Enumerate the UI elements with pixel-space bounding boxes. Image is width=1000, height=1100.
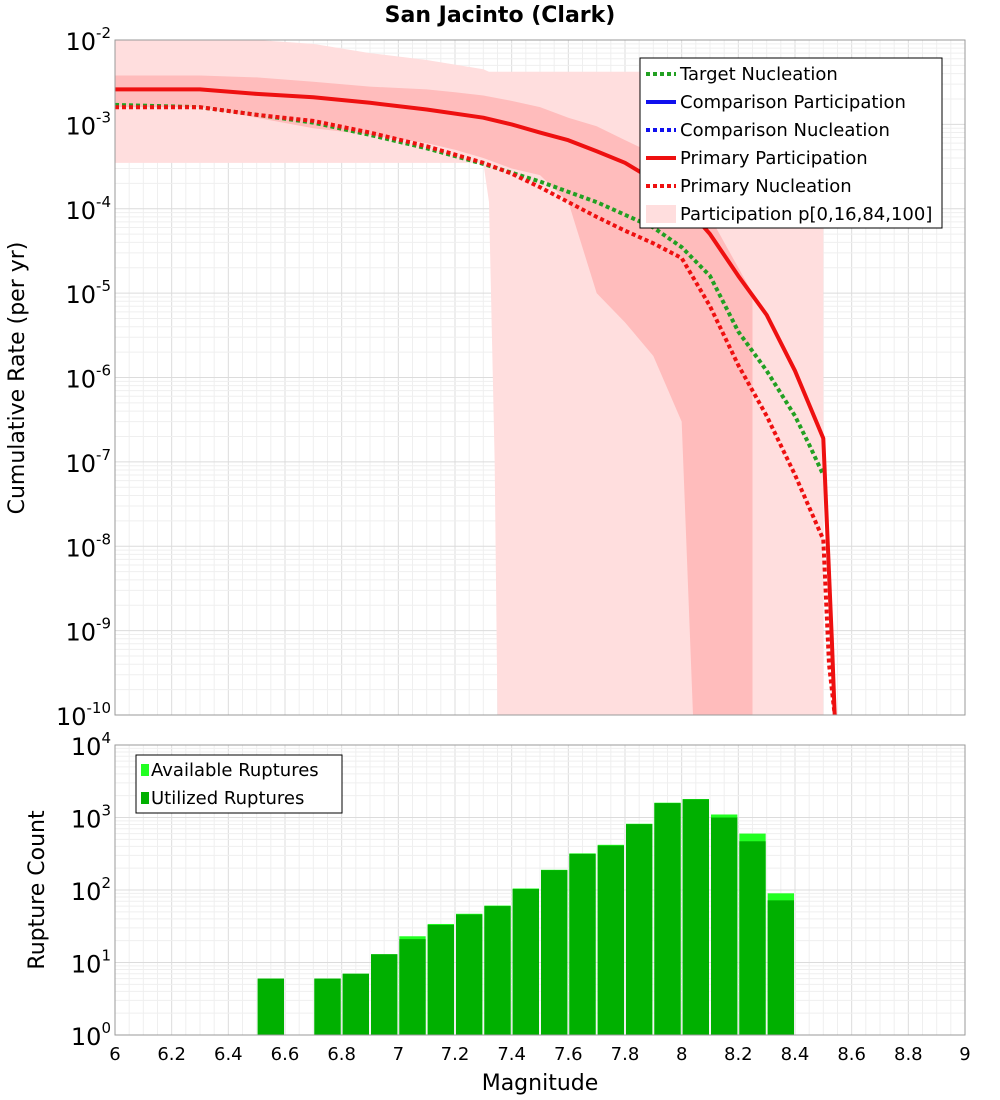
bar-utilized	[371, 954, 398, 1035]
legend-label: Target Nucleation	[679, 64, 838, 85]
chart-title: San Jacinto (Clark)	[385, 3, 616, 28]
y-tick-label: 10-5	[65, 277, 111, 309]
count-x-ticks: 6 6.2 6.4 6.6 6.8 7 7.2 7.4 7.6 7.8 8 8.2 8.4 8.6 8.8 9	[109, 1044, 970, 1065]
x-tick-label: 8	[676, 1044, 687, 1065]
y-tick-label: 10-4	[65, 193, 111, 225]
legend-swatch-bar	[141, 764, 149, 776]
series-line-primary-nucleation	[115, 105, 837, 716]
count-plot-frame	[114, 744, 966, 1036]
bar-utilized	[257, 978, 284, 1035]
series-line-target-nucleation	[114, 102, 826, 476]
rate-y-axis-label: Cumulative Rate (per yr)	[5, 242, 30, 515]
y-tick-label: 10-10	[56, 699, 111, 731]
y-tick-label: 10-8	[65, 530, 111, 562]
bar-utilized	[739, 841, 766, 1035]
rate-lines	[114, 87, 837, 716]
legend-label: Available Ruptures	[151, 760, 319, 781]
bar-utilized	[597, 845, 624, 1035]
bar-utilized	[711, 817, 738, 1035]
count-legend-box	[135, 754, 343, 814]
legend-label: Comparison Participation	[680, 92, 906, 113]
y-tick-label: 100	[71, 1019, 111, 1051]
x-tick-label: 9	[959, 1044, 970, 1065]
rate-legend: Target Nucleation Comparison Participatio…	[639, 57, 943, 229]
bar-utilized	[484, 906, 511, 1035]
bar-utilized	[399, 939, 426, 1035]
bar-utilized	[654, 803, 681, 1035]
y-tick-label: 104	[71, 729, 111, 761]
x-tick-label: 6.8	[327, 1044, 356, 1065]
bar-utilized	[541, 870, 568, 1035]
x-tick-label: 8.8	[894, 1044, 923, 1065]
x-tick-label: 6	[109, 1044, 120, 1065]
count-y-ticks: 104 103 102 101 100	[71, 729, 111, 1051]
legend-label: Comparison Nucleation	[680, 120, 890, 141]
count-legend: Available Ruptures Utilized Ruptures	[135, 754, 343, 814]
y-tick-label: 10-6	[65, 362, 111, 394]
series-line-primary-participation	[115, 87, 837, 716]
x-tick-label: 6.2	[157, 1044, 186, 1065]
legend-label: Participation p[0,16,84,100]	[680, 204, 932, 225]
bar-utilized	[569, 853, 596, 1035]
x-tick-label: 8.4	[781, 1044, 810, 1065]
bar-utilized	[342, 973, 369, 1035]
legend-label: Utilized Ruptures	[151, 788, 304, 809]
rate-panel: 10-2 10-3 10-4 10-5 10-6 10-7 10-8 10-9 10-10 Cu…	[5, 24, 966, 731]
x-tick-label: 6.6	[271, 1044, 300, 1065]
rate-plot-frame	[114, 39, 966, 716]
count-panel: 104 103 102 101 100 6 6.2 6.4 6.6 6.8 7 7.2 7.4 7.6 7…	[25, 729, 971, 1096]
y-tick-label: 103	[71, 802, 111, 834]
y-tick-label: 102	[71, 874, 111, 906]
rate-legend-items: Target Nucleation Comparison Participatio…	[646, 64, 932, 225]
bar-utilized	[682, 799, 709, 1035]
x-axis-label: Magnitude	[482, 1071, 599, 1096]
y-tick-label: 10-3	[65, 108, 111, 140]
x-tick-label: 6.4	[214, 1044, 243, 1065]
y-tick-label: 10-2	[65, 24, 111, 56]
rate-legend-box	[639, 57, 943, 229]
band-p16-p84	[115, 75, 753, 716]
x-tick-label: 7.8	[611, 1044, 640, 1065]
x-tick-label: 7.2	[441, 1044, 470, 1065]
y-tick-label: 10-7	[65, 446, 111, 478]
count-legend-items: Available Ruptures Utilized Ruptures	[141, 760, 319, 809]
x-tick-label: 7.4	[497, 1044, 526, 1065]
y-tick-label: 10-9	[65, 615, 111, 647]
bar-utilized	[767, 900, 794, 1035]
legend-swatch-band	[646, 205, 676, 223]
rate-y-ticks: 10-2 10-3 10-4 10-5 10-6 10-7 10-8 10-9 10-10	[56, 24, 111, 731]
legend-label: Primary Participation	[680, 148, 868, 169]
bar-utilized	[456, 914, 483, 1035]
legend-swatch-bar	[141, 792, 149, 804]
x-tick-label: 8.6	[837, 1044, 866, 1065]
bar-utilized	[427, 924, 454, 1035]
x-tick-label: 7.6	[554, 1044, 583, 1065]
count-y-axis-label: Rupture Count	[25, 810, 50, 970]
bar-utilized	[626, 824, 653, 1035]
x-tick-label: 8.2	[724, 1044, 753, 1065]
bar-utilized	[512, 889, 539, 1035]
bar-utilized	[314, 978, 341, 1035]
legend-label: Primary Nucleation	[680, 176, 852, 197]
count-bars	[257, 798, 794, 1035]
y-tick-label: 101	[71, 947, 111, 979]
x-tick-label: 7	[393, 1044, 404, 1065]
